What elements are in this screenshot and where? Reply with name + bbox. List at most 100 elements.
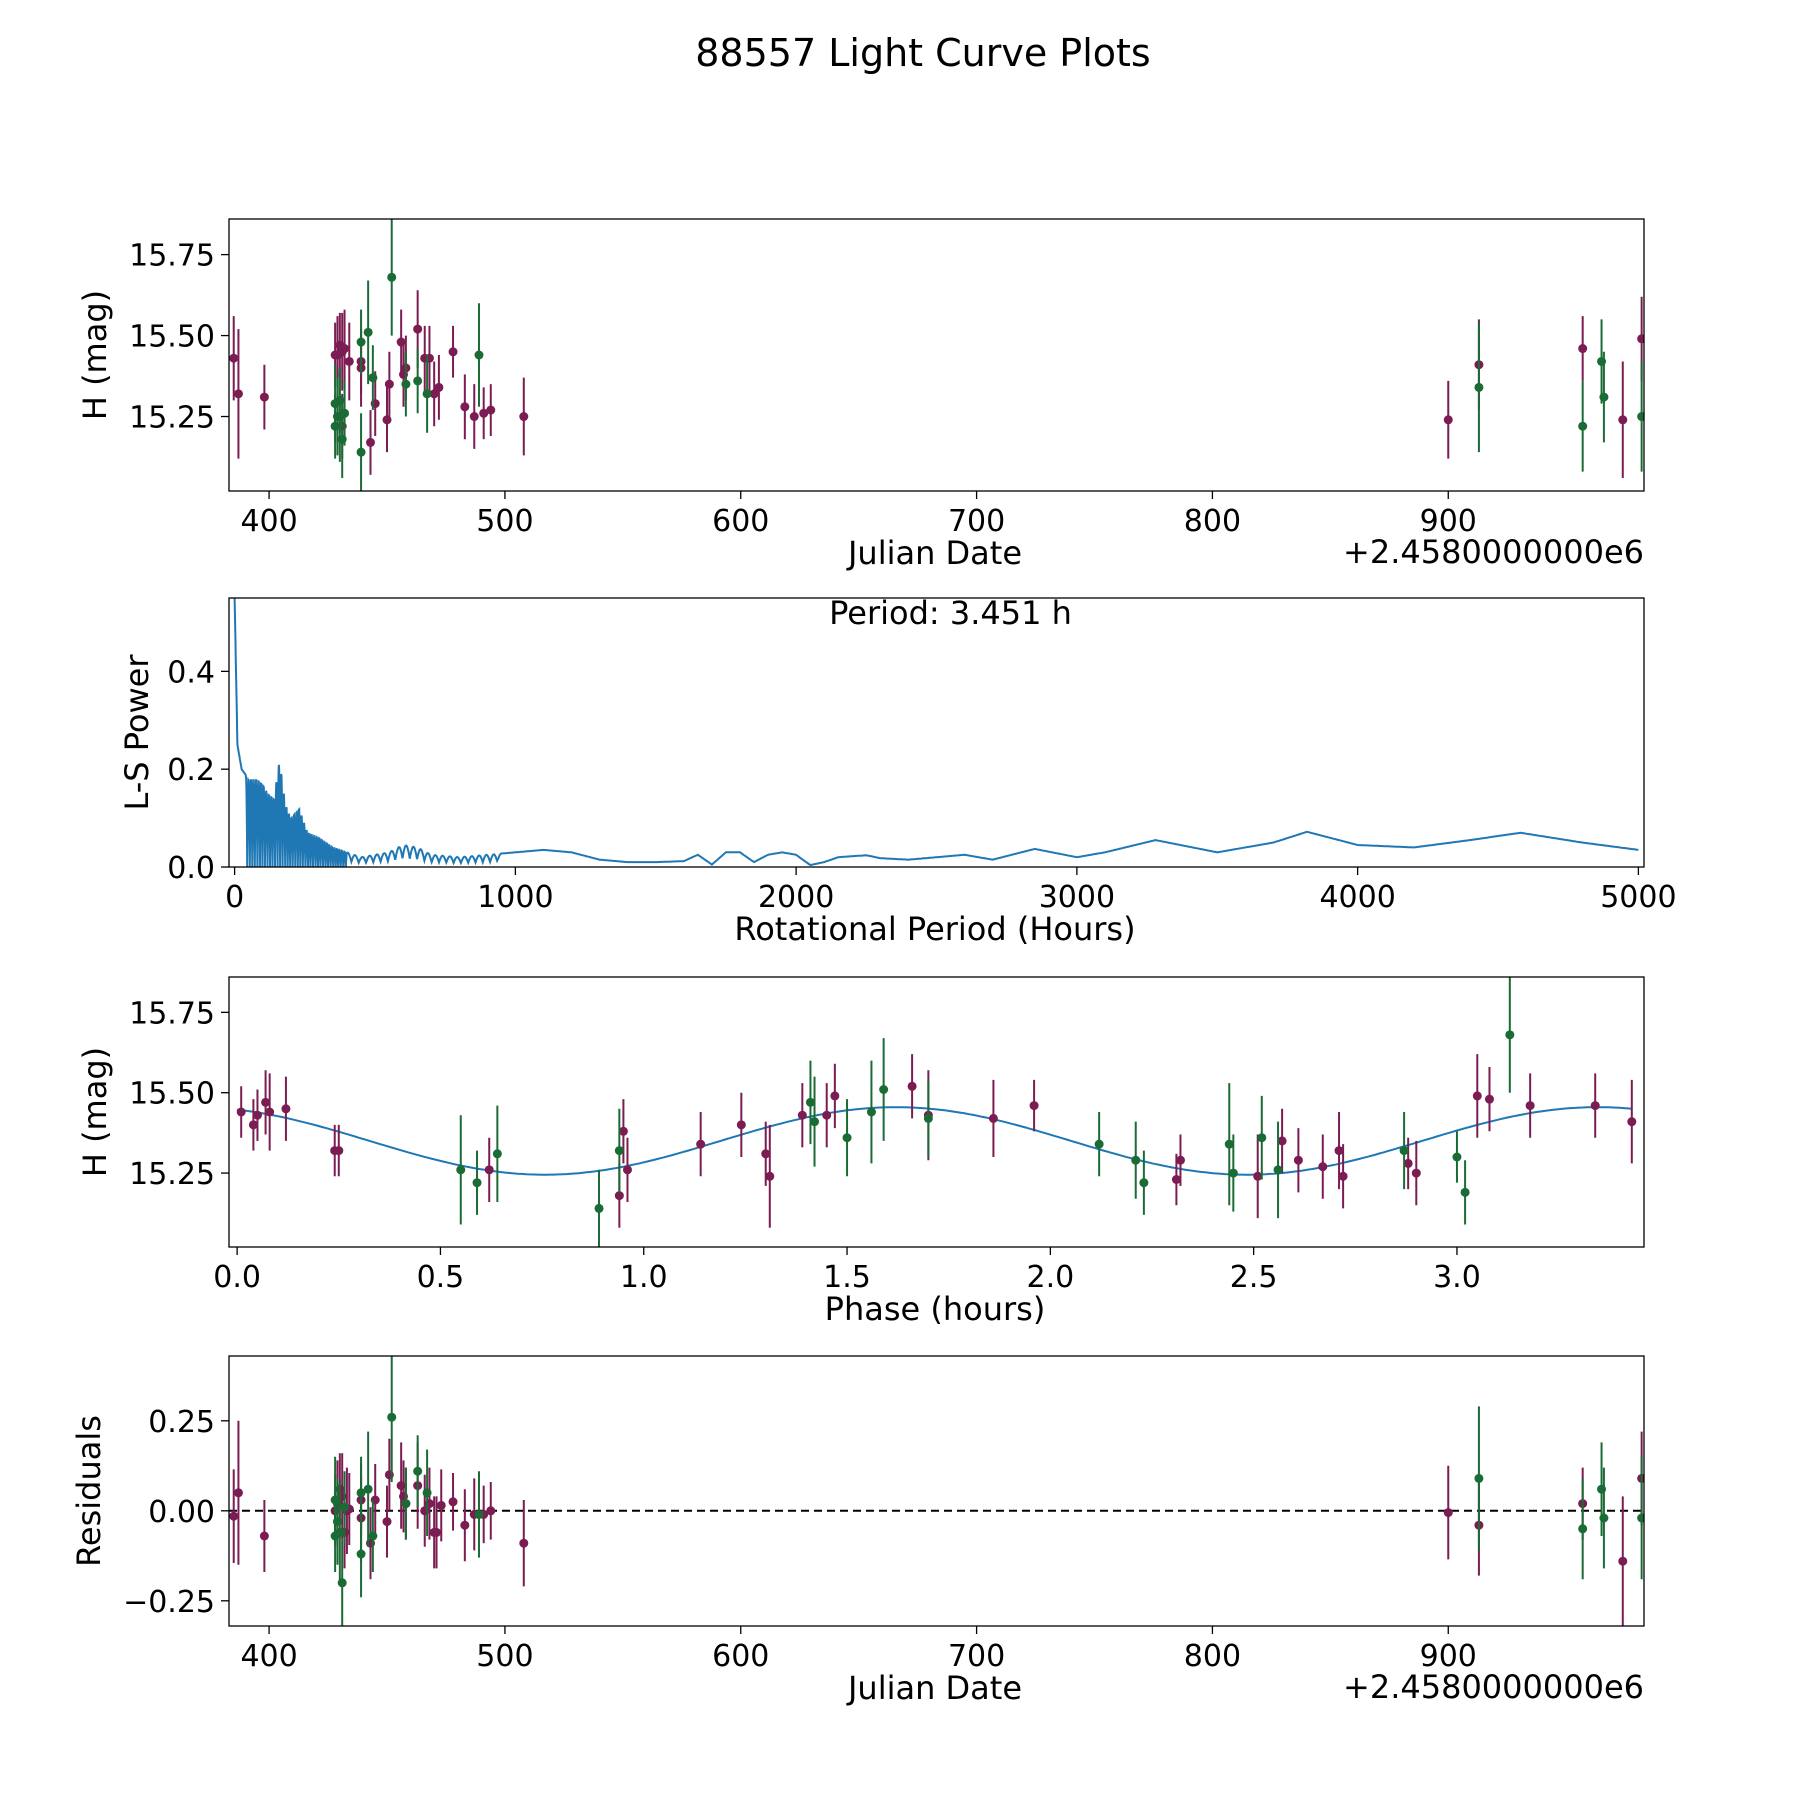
residuals-point-green <box>422 1488 432 1498</box>
lightcurve-point-green <box>387 272 397 282</box>
lightcurve-x-tick-label: 900 <box>1420 504 1477 539</box>
phased-point-maroon <box>236 1107 246 1117</box>
phased-point-green <box>594 1203 604 1213</box>
periodogram-x-label: Rotational Period (Hours) <box>734 910 1135 948</box>
lightcurve-point-maroon <box>434 382 444 392</box>
lightcurve-point-maroon <box>429 389 439 399</box>
phased-point-maroon <box>334 1146 344 1156</box>
residuals-point-maroon <box>1443 1508 1453 1518</box>
phased-point-maroon <box>1472 1091 1482 1101</box>
periodogram-panel: Rotational Period (Hours) L-S Power Peri… <box>118 594 1677 948</box>
phased-point-maroon <box>797 1110 807 1120</box>
phased-plot-area <box>236 977 1637 1247</box>
residuals-point-green <box>1578 1524 1588 1534</box>
phased-point-green <box>805 1097 815 1107</box>
lightcurve-point-maroon <box>448 347 458 357</box>
periodogram-x-tick-label: 2000 <box>758 880 834 915</box>
phased-point-maroon <box>1590 1101 1600 1111</box>
phased-point-maroon <box>907 1081 917 1091</box>
lightcurve-point-maroon <box>519 412 529 422</box>
lightcurve-point-green <box>356 447 366 457</box>
lightcurve-point-green <box>368 373 378 383</box>
lightcurve-point-maroon <box>1618 415 1628 425</box>
lightcurve-point-green <box>1474 382 1484 392</box>
lightcurve-x-tick-label: 400 <box>240 504 297 539</box>
phased-point-maroon <box>736 1120 746 1130</box>
lightcurve-point-green <box>356 337 366 347</box>
lightcurve-frame <box>228 218 1645 492</box>
phased-point-green <box>1139 1178 1149 1188</box>
phased-point-green <box>492 1149 502 1159</box>
phased-x-tick-label: 0.0 <box>213 1260 261 1295</box>
lightcurve-y-tick-label: 15.25 <box>129 401 215 436</box>
phased-point-maroon <box>1525 1101 1535 1111</box>
residuals-x-tick-label: 900 <box>1420 1639 1477 1674</box>
lightcurve-point-maroon <box>233 389 243 399</box>
residuals-point-green <box>356 1549 366 1559</box>
residuals-point-green <box>387 1412 397 1422</box>
figure-title: 88557 Light Curve Plots <box>695 31 1150 75</box>
phased-point-maroon <box>1627 1117 1637 1127</box>
residuals-x-tick-label: 500 <box>476 1639 533 1674</box>
lightcurve-point-maroon <box>479 408 489 418</box>
phased-point-green <box>1460 1187 1470 1197</box>
phased-point-maroon <box>281 1104 291 1114</box>
phased-point-maroon <box>622 1165 632 1175</box>
lightcurve-point-green <box>422 389 432 399</box>
lightcurve-point-maroon <box>1443 415 1453 425</box>
lightcurve-point-maroon <box>259 392 269 402</box>
phased-point-maroon <box>1318 1162 1328 1172</box>
period-annotation: Period: 3.451 h <box>829 594 1072 632</box>
phased-point-green <box>842 1133 852 1143</box>
phased-point-maroon <box>1175 1155 1185 1165</box>
residuals-panel: Julian Date Residuals +2.4580000000e6 40… <box>70 1355 1645 1707</box>
residuals-point-maroon <box>259 1531 269 1541</box>
residuals-point-green <box>1474 1473 1484 1483</box>
lightcurve-point-green <box>340 408 350 418</box>
lightcurve-point-maroon <box>1578 344 1588 354</box>
phased-point-green <box>614 1146 624 1156</box>
phased-point-maroon <box>988 1113 998 1123</box>
phased-y-tick-label: 15.50 <box>129 1077 215 1112</box>
periodogram-y-tick-label: 0.0 <box>167 851 215 886</box>
lightcurve-point-green <box>413 376 423 386</box>
lightcurve-point-green <box>401 379 411 389</box>
phased-point-green <box>1257 1133 1267 1143</box>
lightcurve-point-maroon <box>460 402 470 412</box>
phased-point-maroon <box>1253 1171 1263 1181</box>
residuals-point-maroon <box>382 1517 392 1527</box>
residuals-point-green <box>337 1578 347 1588</box>
phased-x-label: Phase (hours) <box>825 1290 1046 1328</box>
lightcurve-x-offset-label: +2.4580000000e6 <box>1343 533 1644 571</box>
residuals-point-maroon <box>1618 1556 1628 1566</box>
phased-point-maroon <box>1277 1136 1287 1146</box>
residuals-point-green <box>335 1527 345 1537</box>
lightcurve-point-maroon <box>486 405 496 415</box>
phased-point-maroon <box>1171 1175 1181 1184</box>
phased-point-maroon <box>261 1097 271 1107</box>
phased-point-maroon <box>248 1120 258 1130</box>
periodogram-x-tick-label: 1000 <box>477 880 553 915</box>
phased-point-green <box>456 1165 466 1175</box>
phased-point-maroon <box>830 1091 840 1101</box>
residuals-point-maroon <box>229 1511 239 1521</box>
residuals-point-green <box>363 1484 373 1494</box>
lightcurve-x-tick-label: 600 <box>712 504 769 539</box>
phased-x-tick-label: 2.0 <box>1026 1260 1074 1295</box>
residuals-x-offset-label: +2.4580000000e6 <box>1343 1668 1644 1706</box>
residuals-x-tick-label: 400 <box>240 1639 297 1674</box>
residuals-y-tick-label: 0.25 <box>148 1405 215 1440</box>
residuals-point-maroon <box>233 1488 243 1498</box>
phased-point-maroon <box>761 1149 771 1159</box>
residuals-frame <box>228 1355 1645 1627</box>
phased-point-maroon <box>614 1191 624 1201</box>
phased-point-maroon <box>1029 1101 1039 1111</box>
residuals-x-tick-label: 700 <box>948 1639 1005 1674</box>
periodogram-y-label: L-S Power <box>118 654 156 811</box>
phased-x-tick-label: 3.0 <box>1433 1260 1481 1295</box>
periodogram-y-tick-label: 0.4 <box>167 655 215 690</box>
residuals-point-green <box>413 1466 423 1476</box>
residuals-point-green <box>474 1509 484 1519</box>
phased-point-maroon <box>696 1139 706 1149</box>
